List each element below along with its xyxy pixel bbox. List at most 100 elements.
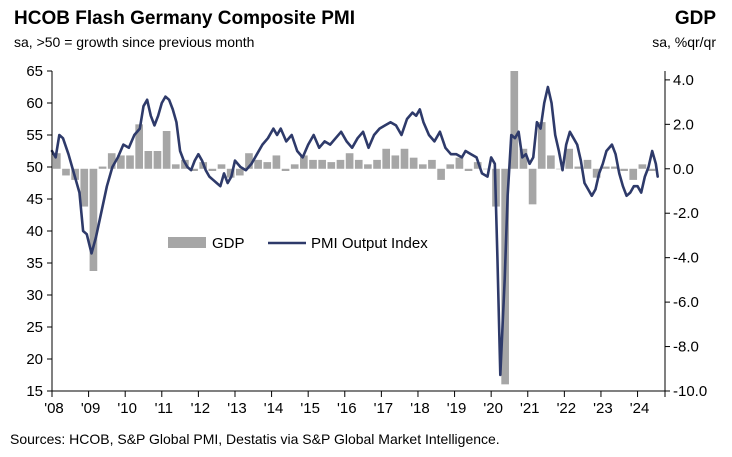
gdp-bar bbox=[354, 159, 363, 169]
x-tick-label: '10 bbox=[117, 400, 137, 417]
gdp-bar bbox=[135, 124, 143, 169]
x-tick-label: '15 bbox=[300, 400, 320, 417]
x-tick-label: '21 bbox=[520, 400, 540, 417]
gdp-bar bbox=[556, 168, 564, 170]
gdp-bar bbox=[153, 151, 162, 169]
gdp-bar bbox=[318, 159, 326, 169]
gdp-bar bbox=[345, 153, 354, 169]
x-tick-label: '19 bbox=[447, 400, 467, 417]
gdp-bar bbox=[464, 168, 473, 171]
right-tick-label: -10.0 bbox=[673, 383, 707, 400]
left-tick-label: 50 bbox=[26, 159, 43, 176]
pmi-output-line bbox=[50, 85, 659, 377]
gdp-bar bbox=[272, 155, 281, 169]
gdp-bar bbox=[245, 153, 253, 169]
gdp-bar bbox=[117, 155, 125, 169]
x-tick-label: '08 bbox=[44, 400, 64, 417]
left-tick-label: 15 bbox=[26, 383, 43, 400]
right-tick-label: -8.0 bbox=[673, 339, 699, 356]
gdp-bar bbox=[162, 131, 171, 169]
gdp-bar bbox=[537, 122, 546, 169]
gdp-bar bbox=[126, 155, 134, 169]
legend-pmi-label: PMI Output Index bbox=[311, 235, 428, 252]
gdp-bar bbox=[601, 166, 610, 169]
gdp-bar bbox=[226, 168, 235, 178]
gdp-bar bbox=[583, 159, 592, 169]
gdp-bar bbox=[281, 168, 290, 171]
gdp-bar bbox=[309, 159, 317, 169]
x-tick-label: '23 bbox=[593, 400, 613, 417]
gdp-bar bbox=[382, 148, 391, 169]
gdp-bar bbox=[510, 71, 519, 169]
gdp-bar bbox=[217, 164, 226, 169]
x-tick-label: '13 bbox=[227, 400, 247, 417]
left-tick-label: 65 bbox=[26, 63, 43, 80]
x-tick-label: '12 bbox=[191, 400, 211, 417]
chart-title: HCOB Flash Germany Composite PMI bbox=[14, 8, 356, 29]
gdp-bar bbox=[364, 164, 372, 169]
right-tick-label: 4.0 bbox=[673, 72, 694, 89]
left-tick-label: 25 bbox=[26, 319, 43, 336]
gdp-bar bbox=[473, 162, 482, 169]
gdp-bar bbox=[409, 157, 418, 169]
gdp-bar bbox=[418, 164, 427, 169]
right-axis-title: GDP bbox=[674, 8, 716, 29]
gdp-bar bbox=[80, 168, 89, 207]
gdp-bars bbox=[53, 71, 656, 385]
x-tick-label: '09 bbox=[81, 400, 101, 417]
gdp-bar bbox=[483, 168, 491, 170]
gdp-bar bbox=[235, 168, 244, 176]
source-note: Sources: HCOB, S&P Global PMI, Destatis … bbox=[10, 431, 500, 447]
gdp-bar bbox=[89, 168, 98, 271]
chart-subtitle: sa, >50 = growth since previous month bbox=[14, 34, 255, 50]
gdp-bar bbox=[592, 168, 601, 178]
gdp-bar bbox=[391, 155, 400, 169]
left-tick-label: 60 bbox=[26, 95, 43, 112]
gdp-bar bbox=[373, 159, 381, 169]
x-tick-label: '22 bbox=[557, 400, 577, 417]
legend-gdp-label: GDP bbox=[212, 235, 245, 252]
gdp-bar bbox=[446, 164, 455, 169]
x-tick-label: '18 bbox=[410, 400, 430, 417]
right-tick-label: 2.0 bbox=[673, 116, 694, 133]
right-tick-label: 0.0 bbox=[673, 161, 694, 178]
gdp-bar bbox=[290, 164, 299, 169]
left-tick-label: 55 bbox=[26, 127, 43, 144]
gdp-bar bbox=[400, 148, 409, 169]
gdp-bar bbox=[519, 148, 528, 169]
x-tick-label: '16 bbox=[337, 400, 357, 417]
legend-gdp-swatch bbox=[168, 237, 206, 248]
gdp-bar bbox=[611, 166, 619, 169]
gdp-bar bbox=[107, 153, 116, 169]
gdp-bar bbox=[620, 168, 628, 171]
x-tick-label: '14 bbox=[264, 400, 284, 417]
gdp-bar bbox=[574, 166, 583, 169]
x-tick-label: '20 bbox=[483, 400, 503, 417]
gdp-bar bbox=[638, 164, 647, 169]
gdp-bar bbox=[327, 162, 336, 169]
right-tick-label: -2.0 bbox=[673, 205, 699, 222]
gdp-bar bbox=[53, 153, 61, 169]
gdp-bar bbox=[647, 168, 656, 171]
right-axis-subtitle: sa, %qr/qr bbox=[652, 34, 716, 50]
gdp-bar bbox=[254, 159, 262, 169]
gdp-bar bbox=[455, 157, 464, 169]
left-tick-label: 30 bbox=[26, 287, 43, 304]
gdp-bar bbox=[547, 155, 555, 169]
x-tick-label: '17 bbox=[374, 400, 394, 417]
gdp-bar bbox=[629, 168, 638, 180]
gdp-bar bbox=[437, 168, 445, 180]
legend: GDP PMI Output Index bbox=[168, 235, 428, 252]
left-tick-label: 45 bbox=[26, 191, 43, 208]
gdp-bar bbox=[263, 162, 272, 169]
gdp-bar bbox=[336, 159, 345, 169]
gdp-bar bbox=[428, 159, 436, 169]
gdp-bar bbox=[171, 164, 180, 169]
gdp-bar bbox=[98, 166, 107, 169]
gdp-bar bbox=[190, 168, 198, 171]
left-tick-label: 35 bbox=[26, 255, 43, 272]
gdp-bar bbox=[208, 168, 217, 171]
axes: 15 20 25 30 35 40 45 50 55 60 65 4.0 2.0 0.0 -2.0 -4.0 -… bbox=[26, 63, 707, 417]
gdp-bar bbox=[565, 148, 574, 169]
